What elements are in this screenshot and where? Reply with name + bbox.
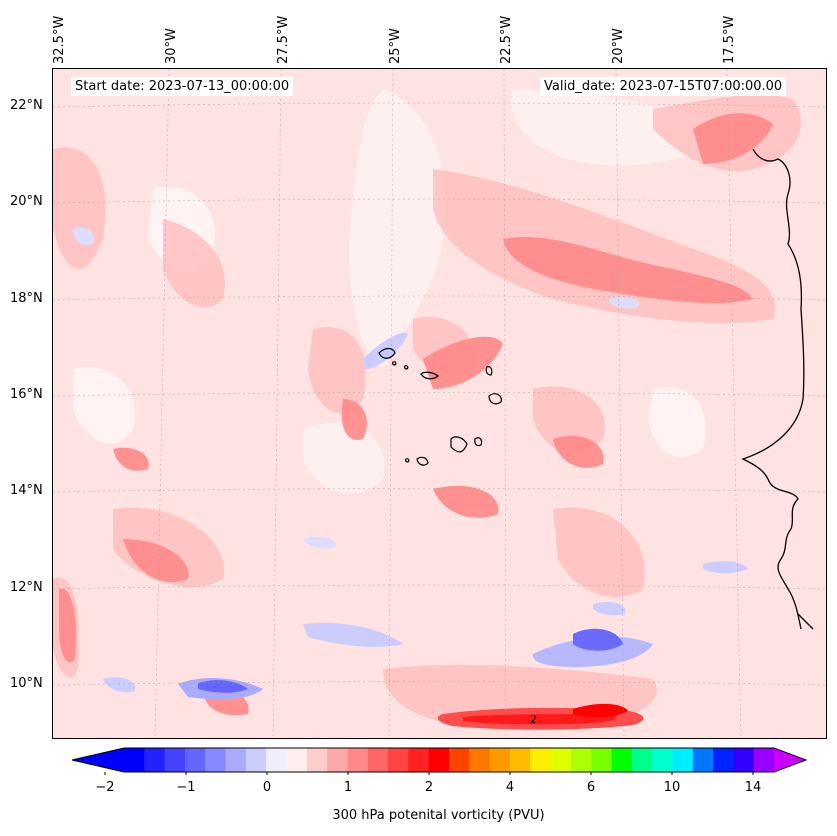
pv-field-plot: 2 (53, 69, 826, 738)
lon-label-20W: 20°W (611, 28, 626, 64)
gridlines (53, 69, 826, 738)
colorbar-segment (530, 748, 552, 772)
cb-tick-0: 0 (262, 780, 272, 795)
cb-tick-minus1: −1 (176, 780, 196, 795)
colorbar-segment (367, 748, 389, 772)
coastline (741, 148, 814, 630)
colorbar-label: 300 hPa potenital vorticity (PVU) (332, 808, 545, 823)
colorbar-segment (225, 748, 247, 772)
high-pv-features (59, 113, 773, 716)
negative-pv-features (73, 227, 748, 700)
colorbar-segment (733, 748, 755, 772)
colorbar-segment (692, 748, 714, 772)
lon-label-30W: 30°W (164, 28, 179, 64)
colorbar-segment (347, 748, 369, 772)
max-annotation: 2 (530, 713, 537, 726)
colorbar-segment (408, 748, 430, 772)
lat-label-20N: 20°N (10, 194, 43, 209)
colorbar-segment (591, 748, 612, 772)
lon-label-22.5W: 22.5°W (499, 15, 514, 64)
colorbar-segment (713, 748, 734, 772)
islands (378, 347, 396, 359)
colorbar-segment (184, 748, 206, 772)
colorbar-segment (124, 748, 145, 772)
pv-map: 2 Start date: 2023-07-13_00:00:00 Valid_… (52, 68, 827, 739)
colorbar-segment (469, 748, 491, 772)
colorbar-segment (205, 748, 227, 772)
lon-label-25W: 25°W (388, 28, 403, 64)
colorbar-segment (489, 748, 511, 772)
colorbar-segment (449, 748, 470, 772)
cb-tick-14: 14 (744, 780, 762, 795)
colorbar-segment (327, 748, 348, 772)
colorbar-outline (71, 747, 808, 773)
colorbar-segment (245, 748, 267, 772)
colorbar-segment (753, 748, 775, 772)
intense-pv-streak (437, 703, 644, 730)
lat-label-22N: 22°N (10, 98, 43, 113)
colorbar-segment (509, 748, 531, 772)
cb-tick-1: 1 (343, 780, 353, 795)
colorbar-segment (388, 748, 409, 772)
colorbar-segment (672, 748, 694, 772)
colorbar-segment (266, 748, 287, 772)
lon-label-32.5W: 32.5°W (52, 15, 67, 64)
lat-label-12N: 12°N (10, 580, 43, 595)
colorbar-segment (306, 748, 328, 772)
lon-label-27.5W: 27.5°W (276, 15, 291, 64)
cb-tick-2: 2 (424, 780, 434, 795)
lat-label-14N: 14°N (10, 483, 43, 498)
lat-label-18N: 18°N (10, 291, 43, 306)
cb-tick-minus2: −2 (95, 780, 115, 795)
colorbar-segment (570, 748, 592, 772)
cb-tick-10: 10 (663, 780, 681, 795)
lat-label-16N: 16°N (10, 387, 43, 402)
lat-label-10N: 10°N (10, 676, 43, 691)
lon-label-17.5W: 17.5°W (722, 15, 737, 64)
cb-tick-6: 6 (586, 780, 596, 795)
colorbar (71, 747, 808, 775)
start-date-label: Start date: 2023-07-13_00:00:00 (71, 77, 294, 96)
colorbar-segment (550, 748, 572, 772)
colorbar-segment (428, 748, 450, 772)
colorbar-segment (286, 748, 308, 772)
colorbar-extend-min (72, 748, 124, 772)
cb-tick-4: 4 (505, 780, 515, 795)
colorbar-segment (652, 748, 673, 772)
colorbar-segment (144, 748, 166, 772)
colorbar-segment (164, 748, 186, 772)
colorbar-segment (631, 748, 653, 772)
colorbar-segment (611, 748, 633, 772)
islands-outline (392, 361, 502, 466)
valid-date-label: Valid_date: 2023-07-15T07:00:00.00 (540, 77, 787, 96)
colorbar-extend-max (774, 748, 806, 772)
